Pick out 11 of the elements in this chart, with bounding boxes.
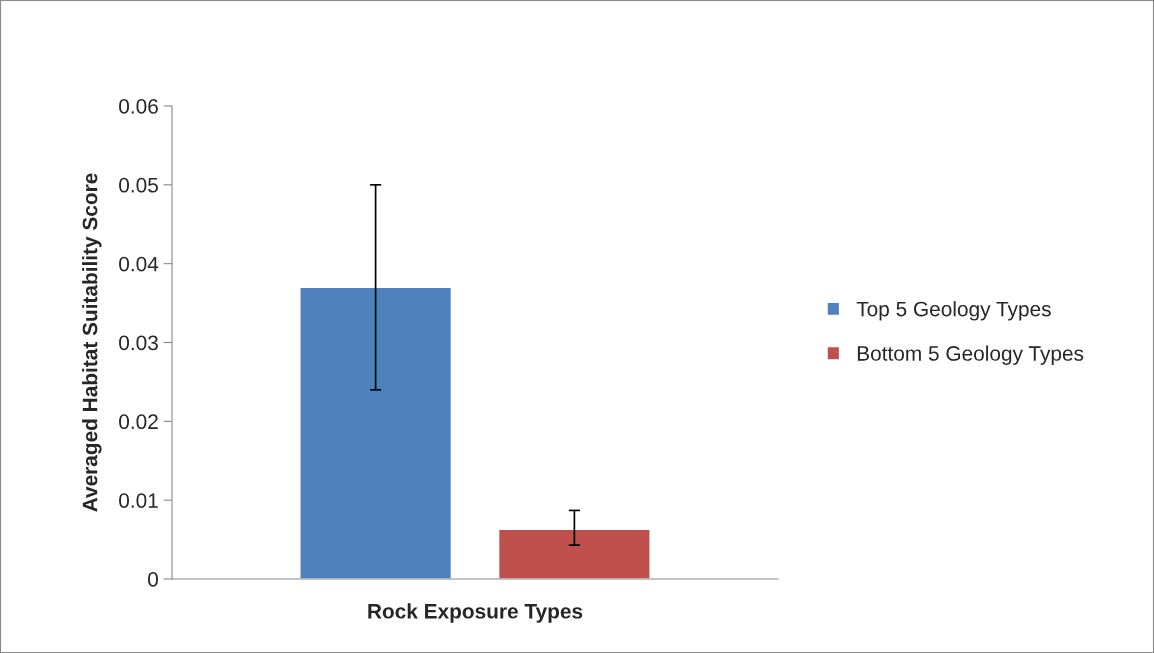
x-axis-title: Rock Exposure Types [368, 603, 583, 623]
y-tick-label: 0.05 [119, 177, 158, 193]
y-axis-title: Averaged Habitat Suitability Score [82, 173, 102, 512]
legend-label: Bottom 5 Geology Types [857, 345, 1084, 365]
y-tick-label: 0.04 [119, 256, 159, 272]
legend-label: Top 5 Geology Types [856, 301, 1051, 321]
y-tick-label: 0.01 [119, 493, 158, 508]
y-tick-label: 0.06 [119, 99, 158, 114]
y-tick-label: 0.03 [119, 335, 158, 351]
y-tick-label: 0.02 [119, 414, 158, 430]
y-tick-label: 0 [148, 572, 158, 587]
